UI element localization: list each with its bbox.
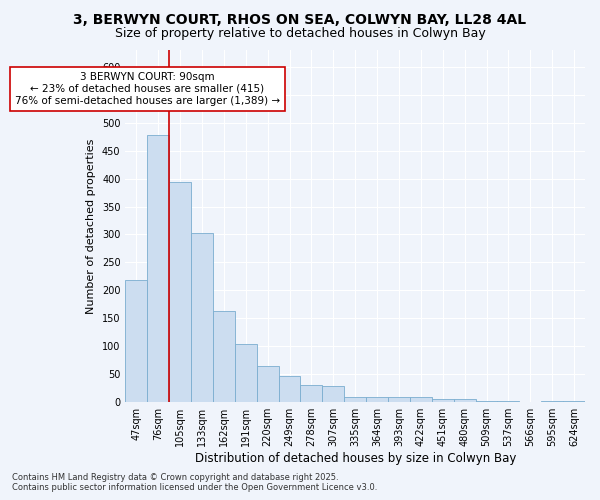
- Bar: [541, 401, 563, 402]
- Text: 3 BERWYN COURT: 90sqm
← 23% of detached houses are smaller (415)
76% of semi-det: 3 BERWYN COURT: 90sqm ← 23% of detached …: [15, 72, 280, 106]
- Bar: [563, 400, 585, 402]
- Bar: [278, 376, 301, 402]
- Bar: [410, 396, 432, 402]
- X-axis label: Distribution of detached houses by size in Colwyn Bay: Distribution of detached houses by size …: [194, 452, 516, 465]
- Text: 3, BERWYN COURT, RHOS ON SEA, COLWYN BAY, LL28 4AL: 3, BERWYN COURT, RHOS ON SEA, COLWYN BAY…: [73, 12, 527, 26]
- Bar: [322, 386, 344, 402]
- Bar: [191, 234, 213, 402]
- Bar: [148, 135, 169, 402]
- Bar: [125, 280, 148, 402]
- Text: Size of property relative to detached houses in Colwyn Bay: Size of property relative to detached ho…: [115, 28, 485, 40]
- Bar: [497, 401, 520, 402]
- Bar: [454, 400, 476, 402]
- Bar: [213, 311, 235, 402]
- Bar: [301, 386, 322, 402]
- Bar: [366, 396, 388, 402]
- Text: Contains HM Land Registry data © Crown copyright and database right 2025.
Contai: Contains HM Land Registry data © Crown c…: [12, 473, 377, 492]
- Bar: [169, 182, 191, 402]
- Bar: [344, 396, 366, 402]
- Bar: [388, 396, 410, 402]
- Bar: [235, 344, 257, 402]
- Bar: [257, 366, 278, 402]
- Bar: [476, 401, 497, 402]
- Bar: [432, 400, 454, 402]
- Y-axis label: Number of detached properties: Number of detached properties: [86, 138, 97, 314]
